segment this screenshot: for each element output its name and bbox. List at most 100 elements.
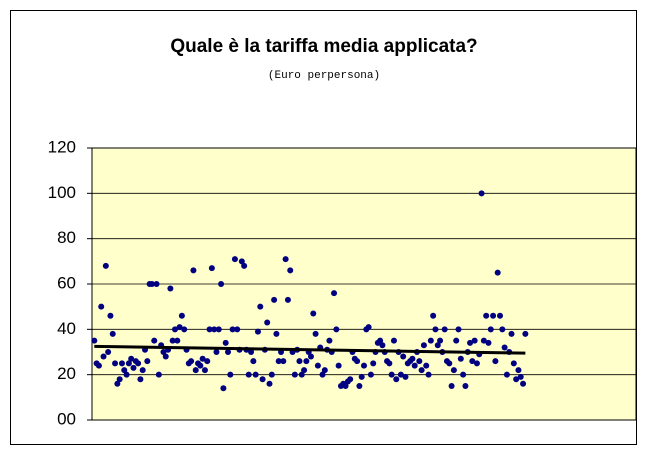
data-point (517, 373, 524, 380)
data-point (446, 360, 453, 367)
data-point (102, 262, 109, 269)
y-tick-label: 00 (57, 409, 76, 428)
data-point (238, 258, 245, 265)
data-point (259, 376, 266, 383)
data-point (273, 330, 280, 337)
data-point (291, 371, 298, 378)
data-point (252, 371, 259, 378)
data-point (485, 339, 492, 346)
data-point (513, 376, 520, 383)
data-point (510, 360, 517, 367)
data-point (335, 362, 342, 369)
data-point (227, 371, 234, 378)
data-point (130, 364, 137, 371)
data-point (487, 326, 494, 333)
data-point (497, 312, 503, 319)
data-point (167, 285, 174, 292)
data-point (181, 326, 188, 333)
data-point (321, 367, 328, 374)
data-point (301, 367, 308, 374)
data-point (162, 353, 169, 360)
data-point (515, 367, 522, 374)
data-point (393, 376, 400, 383)
data-point (264, 319, 271, 326)
data-point (296, 358, 303, 365)
data-point (520, 380, 527, 387)
data-point (400, 353, 407, 360)
data-point (490, 312, 497, 319)
data-point (91, 337, 98, 344)
data-point (178, 312, 185, 319)
data-point (420, 342, 427, 349)
data-point (319, 371, 326, 378)
data-point (333, 326, 340, 333)
data-point (229, 326, 236, 333)
data-point (125, 360, 132, 367)
data-point (137, 376, 144, 383)
chart-title: Quale è la tariffa media applicata? (170, 36, 477, 57)
data-point (105, 349, 112, 355)
y-tick-label: 120 (48, 137, 76, 156)
data-point (453, 337, 460, 344)
data-point (123, 371, 130, 378)
data-point (222, 339, 229, 346)
data-point (326, 337, 333, 344)
data-point (450, 367, 457, 374)
data-point (303, 358, 310, 365)
data-point (354, 358, 361, 365)
data-point (460, 371, 467, 378)
data-point (367, 371, 374, 378)
data-point (361, 362, 367, 369)
data-point (356, 383, 363, 389)
data-point (112, 360, 119, 367)
data-point (188, 358, 195, 365)
data-point (358, 373, 365, 380)
data-point (153, 281, 160, 287)
data-point (312, 330, 319, 337)
data-point (416, 358, 423, 365)
data-point (418, 367, 425, 374)
data-point (423, 362, 430, 369)
data-point (95, 362, 102, 369)
y-tick-label: 60 (57, 273, 76, 292)
data-point (388, 371, 395, 378)
data-point (331, 290, 338, 297)
data-point (218, 281, 225, 287)
data-point (192, 367, 199, 374)
y-tick-label: 80 (57, 228, 76, 247)
data-point (448, 383, 455, 389)
data-point (462, 383, 469, 389)
data-point (430, 312, 437, 319)
data-point (197, 362, 204, 369)
data-point (434, 342, 441, 349)
data-point (298, 371, 305, 378)
data-point (441, 326, 448, 333)
data-point (107, 312, 114, 319)
data-point (176, 324, 183, 331)
data-point (213, 349, 220, 355)
data-point (204, 358, 211, 365)
data-point (231, 256, 238, 263)
data-point (467, 339, 474, 346)
data-point (241, 262, 248, 269)
data-point (397, 371, 404, 378)
data-point (377, 337, 384, 344)
data-point (114, 380, 121, 387)
data-point (347, 376, 354, 383)
data-point (206, 326, 213, 333)
data-point (254, 328, 261, 335)
data-point (522, 330, 529, 337)
data-point (284, 296, 291, 303)
data-point (234, 326, 241, 333)
data-point (365, 324, 372, 331)
data-point (271, 296, 278, 303)
data-point (220, 385, 227, 392)
data-point (98, 303, 105, 310)
data-point (379, 342, 386, 349)
data-point (471, 337, 478, 344)
data-point (386, 360, 393, 367)
trend-line (94, 344, 526, 355)
data-point (314, 362, 321, 369)
